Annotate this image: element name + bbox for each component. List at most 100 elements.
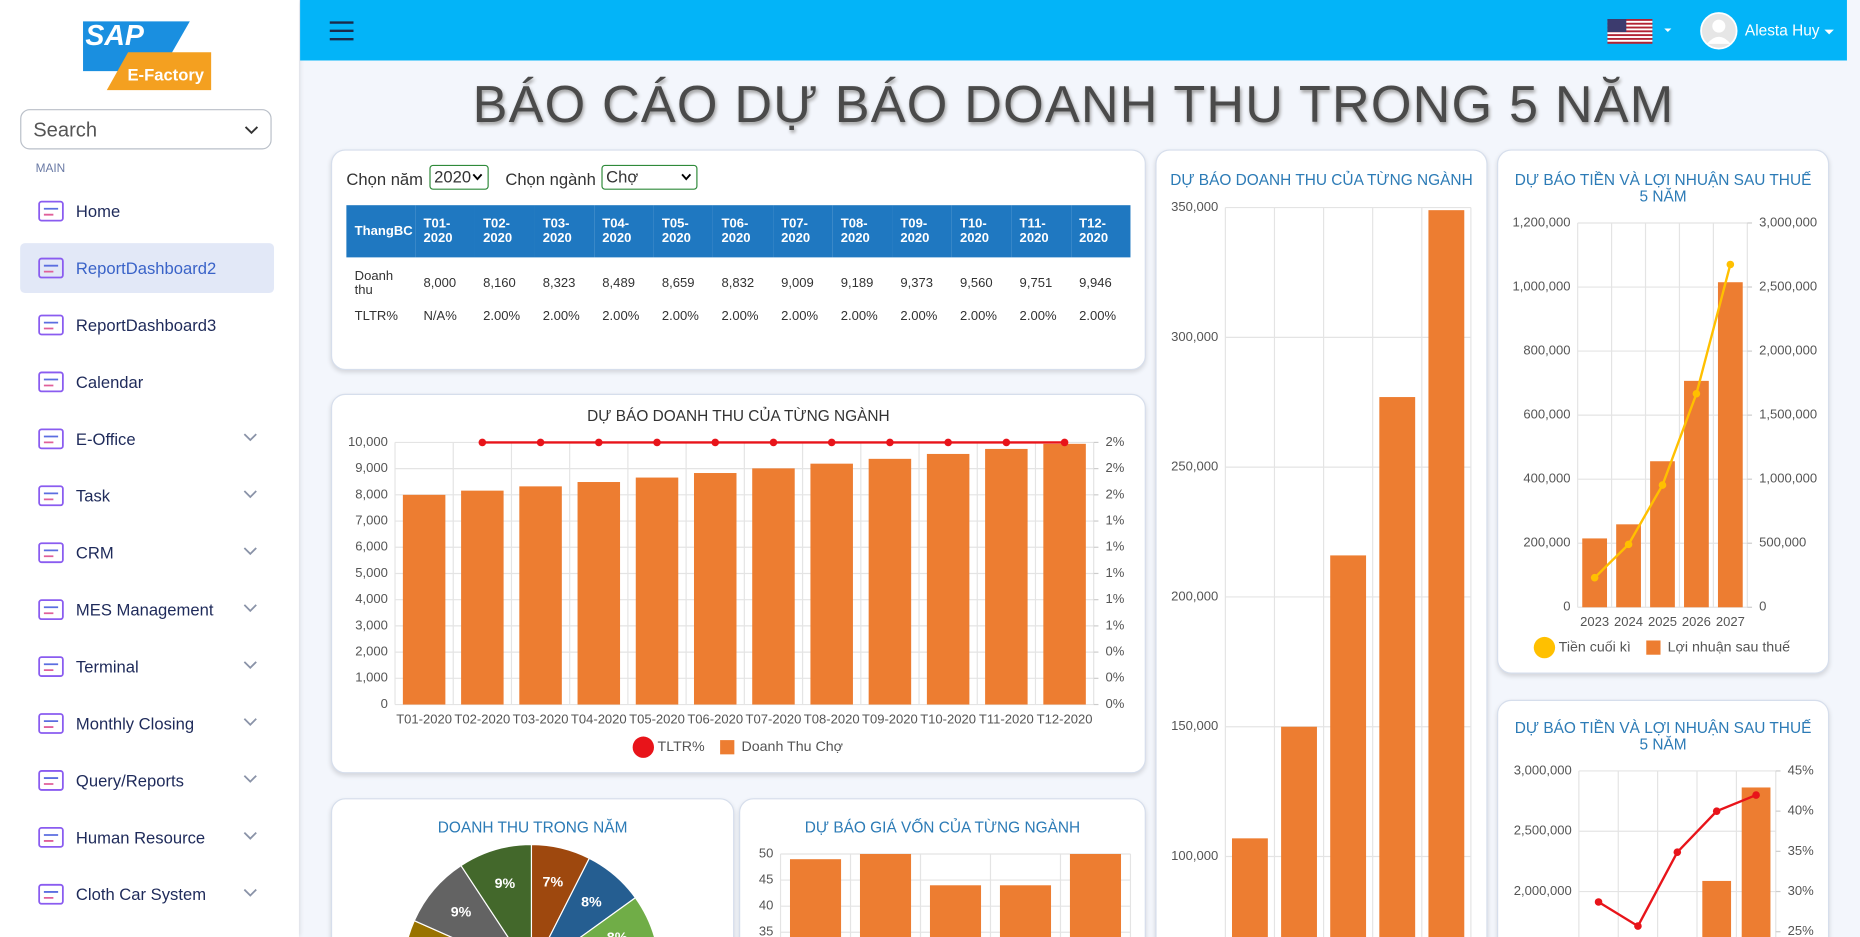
topbar: Alesta Huy: [300, 0, 1847, 62]
menu-label: ReportDashboard2: [75, 258, 217, 278]
chart-title: DOANH THU TRONG NĂM: [437, 818, 628, 837]
menu-label: Home: [75, 201, 121, 221]
industry-select[interactable]: Chợ: [601, 164, 698, 190]
chevron-shape: [243, 490, 257, 499]
table-header-cell: T09-2020: [892, 205, 952, 258]
revenue-table: ThangBC T01-2020 T02-2020 T03-2020 T04-2020 T…: [346, 205, 1131, 343]
table-cell: 2.00%: [1019, 309, 1057, 324]
search-box[interactable]: Search: [20, 109, 272, 150]
language-flag[interactable]: [1607, 18, 1673, 44]
year-select[interactable]: 2020: [429, 164, 489, 190]
menu-item[interactable]: Calendar: [20, 357, 274, 407]
chevron: [243, 661, 257, 670]
hamburger[interactable]: [329, 20, 355, 41]
table-cell: 2.00%: [721, 309, 759, 324]
table-row: TLTR% N/A% 2.00% 2.00% 2.00% 2.00% 2.00% 2.00% 2…: [346, 310, 1130, 343]
avatar[interactable]: [1700, 12, 1738, 50]
section-label: MAIN: [35, 162, 66, 176]
menu-icon: [38, 713, 64, 734]
user-label: Alesta Huy: [1744, 21, 1820, 40]
table-header-row: ThangBC T01-2020 T02-2020 T03-2020 T04-2020 T…: [346, 205, 1131, 258]
table-cell: 9,560: [959, 276, 993, 291]
table-cell: 2.00%: [840, 309, 878, 324]
menu-item[interactable]: ReportDashboard2: [20, 243, 275, 293]
logo-brand: SAP: [85, 20, 145, 52]
menu-item[interactable]: Terminal: [20, 642, 274, 692]
menu-item[interactable]: E-Office: [20, 414, 274, 464]
menu-item[interactable]: Cloth Car System: [20, 869, 274, 919]
filter-card: Chọn năm 2020 Chọn ngành Chợ ThangBC T01-…: [330, 149, 1146, 371]
select-arrow: [681, 173, 692, 181]
chart-card: DOANH THU TRONG NĂM: [330, 798, 735, 937]
icon-shape: [38, 428, 64, 450]
table-header-cell: T10-2020: [951, 205, 1012, 258]
chevron: [243, 433, 257, 442]
menu-icon: [38, 542, 64, 564]
dropdown-icon: [244, 126, 259, 135]
chart-title: DỰ BÁO GIÁ VỐN CỦA TỪNG NGÀNH: [804, 818, 1081, 837]
menu-item[interactable]: Query/Reports: [20, 756, 274, 806]
chevron-shape: [243, 718, 257, 726]
table-cell: 8,000: [423, 276, 457, 291]
user-name[interactable]: Alesta Huy: [1744, 0, 1834, 62]
logo[interactable]: SAP E-Factory: [81, 19, 214, 93]
menu-label: Cloth Car System: [75, 884, 207, 904]
table-cell: 9,373: [900, 276, 933, 291]
table-cell: 2.00%: [661, 309, 699, 324]
chevron: [243, 888, 257, 897]
menu-label: CRM: [75, 543, 114, 563]
chart-title: DỰ BÁO DOANH THU CỦA TỪNG NGÀNH: [1170, 170, 1473, 189]
icon-shape: [38, 826, 64, 848]
menu-item[interactable]: Monthly Closing: [20, 699, 274, 749]
icon-shape: [38, 713, 64, 734]
chart-title: DỰ BÁO TIỀN VÀ LỢI NHUẬN SAU THUẾ 5 NĂM: [1514, 170, 1812, 206]
table-header-cell: T03-2020: [534, 205, 594, 258]
menu-item[interactable]: Home: [20, 186, 274, 236]
menu-item[interactable]: MES Management: [20, 585, 274, 635]
icon-shape: [38, 883, 64, 905]
sidebar: SAP E-Factory Search MAIN Home ReportDash…: [0, 0, 299, 937]
table-cell: 9,751: [1019, 276, 1053, 291]
chevron: [243, 547, 257, 556]
table-cell: 2.00%: [542, 309, 580, 324]
menu-item[interactable]: Task: [20, 471, 274, 521]
table-cell: 2.00%: [900, 309, 938, 324]
chart-card: DỰ BÁO DOANH THU CỦA TỪNG NGÀNH: [330, 393, 1146, 774]
year-label: Chọn năm: [346, 169, 423, 189]
chevron: [243, 718, 257, 726]
menu-icon: [38, 770, 64, 791]
chevron: [243, 490, 257, 499]
chevron-shape: [243, 831, 257, 840]
chart-title: DỰ BÁO DOANH THU CỦA TỪNG NGÀNH: [587, 406, 890, 425]
table-header-cell: T01-2020: [415, 205, 475, 258]
icon-shape: [38, 257, 64, 279]
chevron: [243, 775, 257, 783]
icon-shape: [38, 314, 64, 336]
chart-card: DỰ BÁO GIÁ VỐN CỦA TỪNG NGÀNH: [739, 798, 1146, 937]
table-header-cell: T06-2020: [713, 205, 773, 258]
chart-card: DỰ BÁO TIỀN VÀ LỢI NHUẬN SAU THUẾ 5 NĂM: [1497, 699, 1830, 937]
chevron-shape: [243, 888, 257, 897]
table-header-cell: T05-2020: [653, 205, 714, 258]
icon-shape: [38, 200, 64, 222]
table-header-cell: T04-2020: [593, 205, 654, 258]
menu-icon: [38, 200, 64, 222]
icon-shape: [38, 770, 64, 791]
page-title: BÁO CÁO DỰ BÁO DOANH THU TRONG 5 NĂM: [472, 75, 1675, 135]
menu-label: Query/Reports: [75, 770, 184, 790]
select-arrow: [472, 173, 483, 181]
chart-card: DỰ BÁO DOANH THU CỦA TỪNG NGÀNH: [1155, 149, 1488, 937]
table-cell: 8,489: [602, 276, 635, 291]
menu-item[interactable]: Human Resource: [20, 812, 274, 862]
menu-item[interactable]: ReportDashboard3: [20, 300, 274, 350]
menu-icon: [38, 314, 64, 336]
table-cell: 2.00%: [602, 309, 640, 324]
chevron-shape: [243, 433, 257, 442]
year-value: 2020: [434, 167, 472, 187]
chevron-shape: [243, 775, 257, 783]
menu-icon: [38, 599, 64, 621]
icon-shape: [38, 599, 64, 621]
logo-product: E-Factory: [127, 66, 204, 85]
menu-item[interactable]: CRM: [20, 528, 274, 578]
table-header-cell: T12-2020: [1070, 205, 1131, 258]
